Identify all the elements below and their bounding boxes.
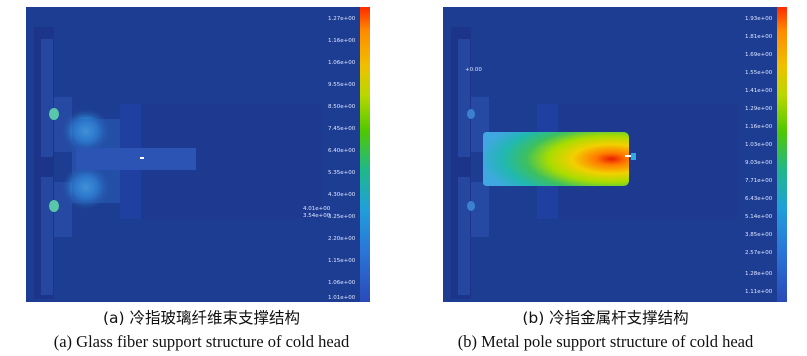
cold-finger-rod (76, 148, 196, 170)
scale-label: 1.29e+00 (745, 106, 773, 112)
scale-label: 6.43e+00 (745, 196, 773, 202)
scale-label: 1.16e+00 (745, 124, 773, 130)
inner-label: 3.54e+00 (303, 213, 331, 219)
scale-label: 7.71e+00 (745, 178, 773, 184)
caption-a-chinese: (a) 冷指玻璃纤维束支撑结构 (102, 309, 301, 327)
marker-label: +0.00 (465, 67, 482, 73)
scale-label: 2.20e+00 (328, 236, 356, 242)
bolt-lower (471, 182, 489, 237)
contour-plot-b-svg: +0.00 1.93e+00 1.81e+00 1.69e+00 1.55e+0… (443, 7, 787, 302)
scale-label: 2.57e+00 (745, 250, 773, 256)
scale-label: 6.40e+00 (328, 148, 356, 154)
inner-label: 4.01e+00 (303, 206, 331, 212)
contour-plot-glass-fiber: 1.27e+00 1.16e+00 1.06e+00 9.55e+00 8.50… (26, 7, 370, 302)
scale-label: 1.03e+00 (745, 142, 773, 148)
scale-label: 1.06e+00 (328, 60, 356, 66)
scale-label: 3.85e+00 (745, 232, 773, 238)
scale-label: 8.50e+00 (328, 104, 356, 110)
scale-label: 1.11e+00 (745, 289, 773, 295)
color-scale-bar (360, 7, 370, 302)
metal-pole-hot-region (483, 132, 629, 186)
scale-label: 3.25e+00 (328, 214, 356, 220)
scale-label: 1.06e+00 (328, 280, 356, 286)
hotspot-upper (49, 108, 59, 120)
scale-label: 9.55e+00 (328, 82, 356, 88)
scale-label: 1.41e+00 (745, 88, 773, 94)
scale-labels: 1.27e+00 1.16e+00 1.06e+00 9.55e+00 8.50… (303, 16, 356, 301)
contour-plot-metal-pole: +0.00 1.93e+00 1.81e+00 1.69e+00 1.55e+0… (443, 7, 787, 302)
scale-label: 1.01e+00 (328, 295, 356, 301)
contour-plot-a-svg: 1.27e+00 1.16e+00 1.06e+00 9.55e+00 8.50… (26, 7, 370, 302)
scale-label: 5.14e+00 (745, 214, 773, 220)
scale-label: 1.69e+00 (745, 52, 773, 58)
scale-label: 1.27e+00 (328, 16, 356, 22)
color-scale-bar (777, 7, 787, 302)
caption-b-english: (b) Metal pole support structure of cold… (457, 332, 754, 351)
scale-label: 7.45e+00 (328, 126, 356, 132)
scale-label: 4.30e+00 (328, 192, 356, 198)
caption-b-chinese: (b) 冷指金属杆支撑结构 (522, 309, 689, 327)
scale-label: 1.16e+00 (328, 38, 356, 44)
hotspot-lower (49, 200, 59, 212)
scale-label: 1.55e+00 (745, 70, 773, 76)
scale-label: 1.15e+00 (328, 258, 356, 264)
scale-label: 5.35e+00 (328, 170, 356, 176)
scale-label: 1.81e+00 (745, 34, 773, 40)
scale-label: 9.03e+00 (745, 160, 773, 166)
scale-label: 1.28e+00 (745, 271, 773, 277)
scale-label: 1.93e+00 (745, 16, 773, 22)
caption-a-english: (a) Glass fiber support structure of col… (53, 332, 350, 351)
scale-labels: 1.93e+00 1.81e+00 1.69e+00 1.55e+00 1.41… (745, 16, 773, 295)
